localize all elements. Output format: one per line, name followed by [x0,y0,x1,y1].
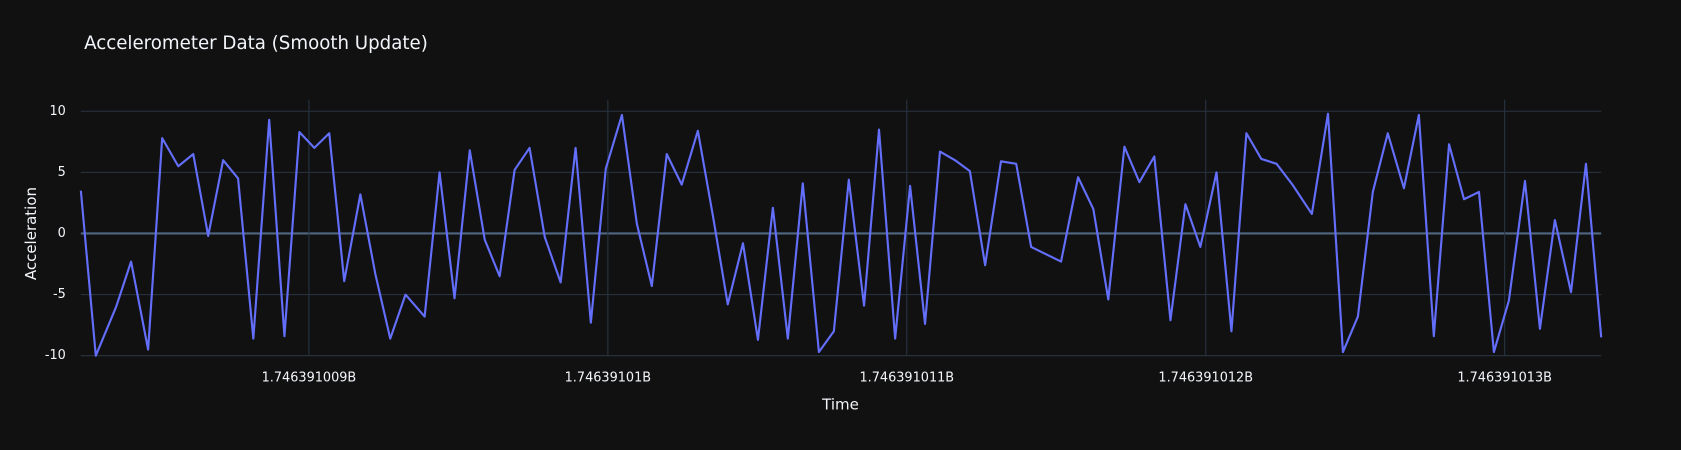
y-tick-label: 5 [58,165,66,180]
y-axis-title: Acceleration [22,187,40,280]
y-tick-label: 0 [58,226,66,241]
chart-title: Accelerometer Data (Smooth Update) [84,33,428,54]
x-tick-label: 1.746391009B [262,371,357,386]
x-tick-label: 1.746391012B [1158,371,1253,386]
x-axis-title: Time [821,396,859,414]
y-tick-label: -5 [53,287,66,302]
x-tick-label: 1.746391013B [1457,371,1552,386]
x-tick-label: 1.74639101B [565,371,651,386]
y-tick-label: 10 [50,104,66,119]
data-line [79,112,1603,357]
plot [79,112,1603,357]
x-tick-label: 1.746391011B [859,371,954,386]
y-tick-label: -10 [45,348,66,363]
